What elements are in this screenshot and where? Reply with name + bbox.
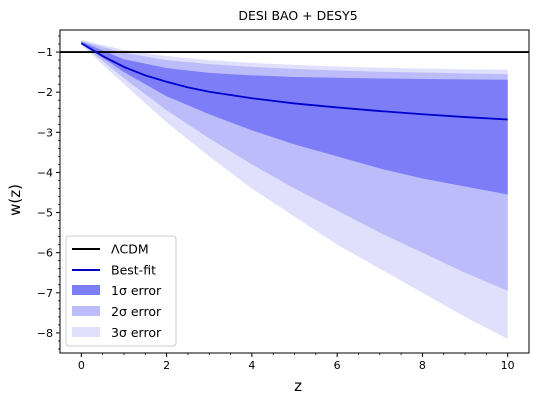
y-tick-label: −7 bbox=[37, 287, 53, 300]
y-tick-label: −2 bbox=[37, 86, 53, 99]
band-1sigma bbox=[81, 41, 508, 195]
y-tick-label: −5 bbox=[37, 207, 53, 220]
x-tick-label: 8 bbox=[419, 359, 426, 372]
x-tick-label: 10 bbox=[501, 359, 515, 372]
y-tick-label: −3 bbox=[37, 126, 53, 139]
legend-2sigma-swatch bbox=[72, 306, 100, 316]
legend-1sigma-label: 1σ error bbox=[111, 283, 162, 298]
y-tick-label: −1 bbox=[37, 46, 53, 59]
x-axis-label: z bbox=[294, 377, 302, 395]
legend-3sigma-swatch bbox=[72, 327, 100, 337]
best-fit-line bbox=[80, 42, 508, 121]
plot-area bbox=[60, 40, 529, 339]
chart-title: DESI BAO + DESY5 bbox=[238, 8, 357, 23]
y-tick-label: −4 bbox=[37, 166, 53, 179]
legend-2sigma-label: 2σ error bbox=[111, 304, 162, 319]
y-tick-label: −6 bbox=[37, 247, 53, 260]
legend-3sigma-label: 3σ error bbox=[111, 325, 162, 340]
y-tick-label: −8 bbox=[37, 327, 53, 340]
x-tick-label: 0 bbox=[78, 359, 85, 372]
legend-box bbox=[65, 235, 177, 347]
legend-lcdm-label: ΛCDM bbox=[111, 242, 149, 257]
x-tick-label: 4 bbox=[248, 359, 255, 372]
x-tick-label: 6 bbox=[334, 359, 341, 372]
x-tick-label: 2 bbox=[163, 359, 170, 372]
legend: ΛCDM Best-fit 1σ error 2σ error 3σ error bbox=[65, 235, 177, 347]
y-axis-label: w(z) bbox=[6, 184, 24, 216]
axes: 0 2 4 6 8 10 −1 −2 −3 −4 −5 −6 −7 −8 bbox=[37, 29, 530, 372]
legend-1sigma-swatch bbox=[72, 285, 100, 295]
legend-best-fit-label: Best-fit bbox=[111, 263, 156, 278]
